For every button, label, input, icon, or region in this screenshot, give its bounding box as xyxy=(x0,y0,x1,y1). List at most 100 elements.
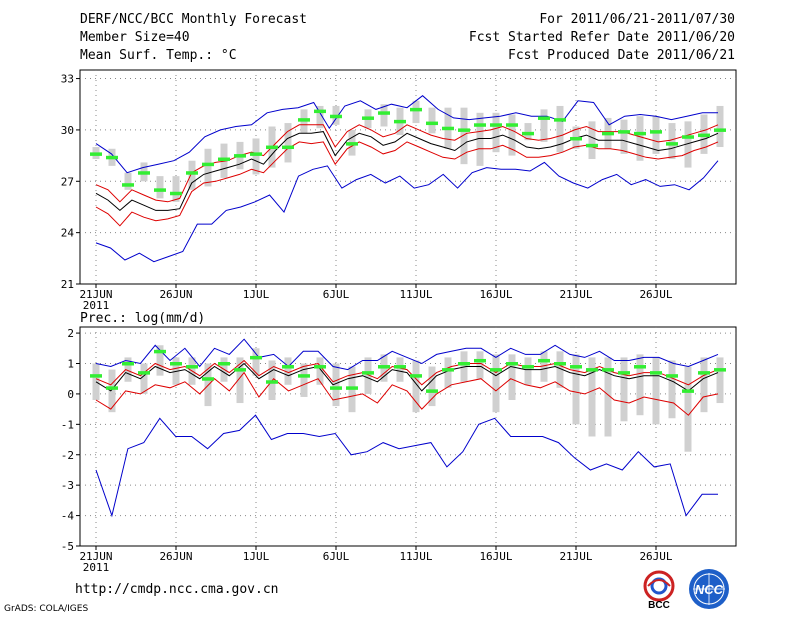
median-mark xyxy=(250,355,262,360)
x-tick-label: 6JUL xyxy=(323,550,350,563)
spread-box xyxy=(492,112,500,153)
median-mark xyxy=(698,371,710,375)
spread-box xyxy=(140,363,148,394)
spread-box xyxy=(636,354,644,416)
median-mark xyxy=(314,109,326,114)
median-mark xyxy=(554,118,566,122)
y-tick-label: 0 xyxy=(67,388,74,401)
median-mark xyxy=(666,374,678,378)
x-tick-label: 26JUN xyxy=(159,288,192,301)
median-mark xyxy=(650,371,662,375)
source-url[interactable]: http://cmdp.ncc.cma.gov.cn xyxy=(75,582,279,597)
spread-box xyxy=(556,105,564,153)
spread-box xyxy=(492,354,500,413)
median-mark xyxy=(122,183,134,187)
spread-box xyxy=(684,366,692,452)
min-line xyxy=(95,414,718,518)
median-mark xyxy=(698,133,710,138)
spread-box xyxy=(284,123,292,163)
spread-box xyxy=(444,357,452,388)
median-mark xyxy=(410,107,422,112)
x-tick-label: 26JUL xyxy=(639,288,672,301)
median-mark xyxy=(522,365,534,369)
spread-box xyxy=(476,351,484,379)
median-mark xyxy=(426,389,438,393)
plot-frame xyxy=(79,326,737,547)
spread-box xyxy=(124,172,132,190)
x-tick-label: 11JUL xyxy=(399,550,432,563)
spread-box xyxy=(428,366,436,407)
y-tick-label: 27 xyxy=(61,175,74,188)
spread-box xyxy=(540,109,548,142)
y-tick-label: -1 xyxy=(61,418,74,431)
median-mark xyxy=(474,358,486,363)
median-mark xyxy=(378,365,390,369)
median-mark xyxy=(634,131,646,136)
ncc-logo: NCC xyxy=(689,569,729,609)
median-mark xyxy=(234,368,246,372)
spread-box xyxy=(316,105,324,129)
median-mark xyxy=(218,157,230,162)
mean-line xyxy=(95,362,719,392)
y-tick-label: -3 xyxy=(61,479,74,492)
lower-line xyxy=(95,141,719,227)
spread-box xyxy=(588,357,596,437)
x-tick-label: 16JUL xyxy=(479,288,512,301)
spread-box xyxy=(716,357,724,404)
median-mark xyxy=(170,362,182,366)
median-mark xyxy=(394,365,406,369)
spread-box xyxy=(700,357,708,413)
spread-box xyxy=(124,357,132,382)
median-mark xyxy=(506,362,518,366)
spread-box xyxy=(284,357,292,385)
median-mark xyxy=(474,123,486,127)
precipitation-panel: -5 -4 -3 -2 -1 0 1 2 21JUN 26JUN 1JUL 6JUL 11JUL 16JU… xyxy=(61,311,737,574)
spread-box xyxy=(556,351,564,388)
x-tick-label: 26JUN xyxy=(159,550,192,563)
median-mark xyxy=(522,131,534,136)
x-tick-label: 1JUL xyxy=(243,550,270,563)
median-mark xyxy=(602,131,614,136)
median-mark xyxy=(218,362,230,366)
median-mark xyxy=(106,155,118,160)
produced-date: Fcst Produced Date 2011/06/21 xyxy=(508,48,735,63)
x-tick-label: 16JUL xyxy=(479,550,512,563)
spread-box xyxy=(620,357,628,422)
median-mark xyxy=(154,349,166,354)
median-mark xyxy=(490,368,502,372)
spread-box xyxy=(380,104,388,127)
median-mark xyxy=(138,171,150,175)
spread-box xyxy=(540,351,548,382)
precip-title: Prec.: log(mm/d) xyxy=(80,311,205,326)
grads-credit: GrADS: COLA/IGES xyxy=(4,604,89,614)
median-mark xyxy=(250,152,262,156)
median-mark xyxy=(346,142,358,146)
y-tick-label: -4 xyxy=(61,510,75,523)
median-mark xyxy=(122,362,134,366)
spread-box xyxy=(508,354,516,400)
median-mark xyxy=(170,191,182,196)
median-mark xyxy=(442,368,454,372)
spread-box xyxy=(316,357,324,385)
spread-box xyxy=(668,360,676,419)
median-mark xyxy=(186,365,198,369)
median-mark xyxy=(442,126,454,131)
x-tick-label: 11JUL xyxy=(399,288,432,301)
median-mark xyxy=(570,136,582,141)
median-mark xyxy=(634,365,646,369)
median-mark xyxy=(378,111,390,115)
spread-box xyxy=(364,357,372,394)
median-mark xyxy=(586,143,598,148)
median-mark xyxy=(90,374,102,378)
x-tick-label: 21JUL xyxy=(559,550,592,563)
spread-box xyxy=(508,114,516,156)
median-mark xyxy=(586,368,598,372)
spread-box xyxy=(156,345,164,376)
spread-box xyxy=(236,357,244,404)
median-mark xyxy=(554,362,566,366)
median-mark xyxy=(266,380,278,384)
spread-box xyxy=(252,138,260,175)
spread-box xyxy=(604,357,612,437)
spread-box xyxy=(156,176,164,199)
